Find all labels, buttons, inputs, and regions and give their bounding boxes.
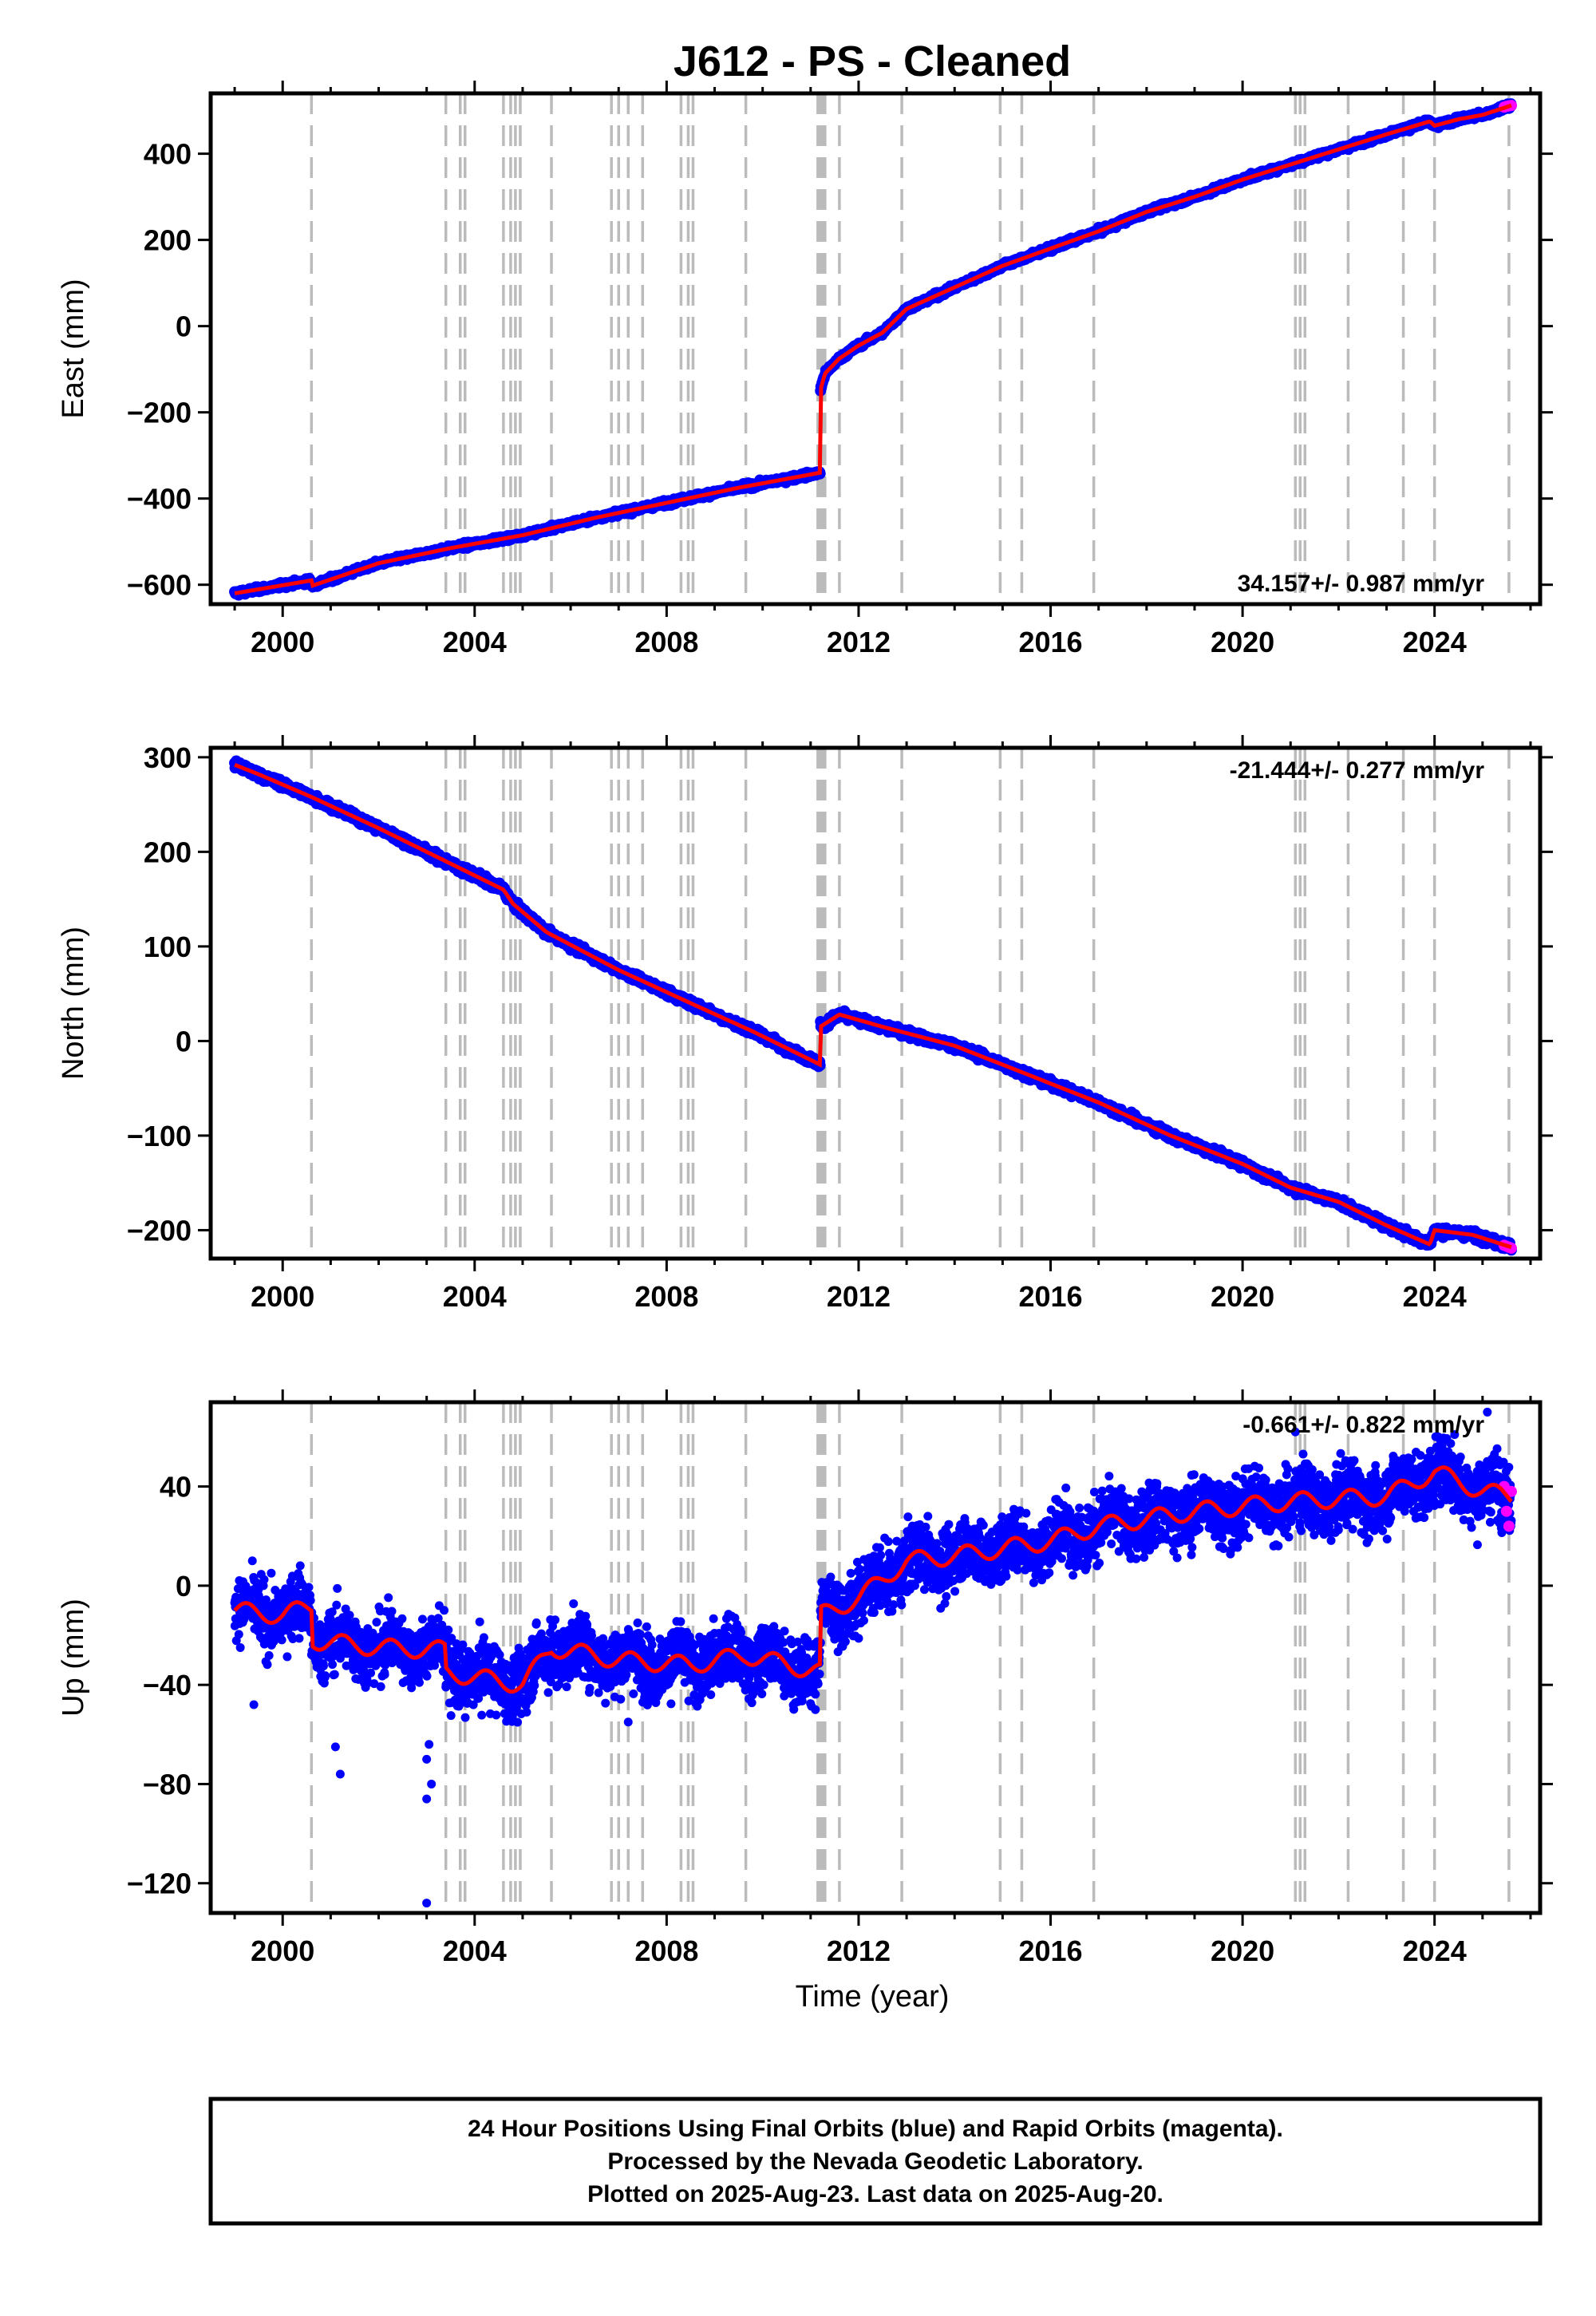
- y-tick-label: 400: [144, 138, 192, 171]
- plot-frame: [208, 91, 1543, 607]
- y-tick-label: 0: [176, 310, 192, 343]
- final-orbit-points: [229, 98, 1517, 601]
- x-tick-label: 2008: [634, 626, 698, 658]
- y-tick-label: −400: [127, 483, 192, 516]
- event-lines: [310, 748, 1511, 1259]
- figure-title: J612 - PS - Cleaned: [674, 38, 1071, 85]
- x-tick-label: 2024: [1403, 626, 1467, 658]
- y-axis-title: East (mm): [57, 279, 90, 418]
- y-tick-label: 200: [144, 224, 192, 257]
- final-orbit-points: [229, 755, 1517, 1256]
- velocity-label: 34.157+/- 0.987 mm/yr: [1238, 571, 1485, 597]
- x-tick-label: 2020: [1211, 626, 1274, 658]
- x-tick-label: 2000: [251, 626, 314, 658]
- north-panel: 2000 2004 2008 2012 2016 2020 2024−200−1000100…: [57, 735, 1553, 1313]
- model-fit-line: [234, 103, 1512, 595]
- x-tick-label: 2004: [443, 626, 507, 658]
- east-panel: 2000 2004 2008 2012 2016 2020 2024−600−400−200…: [57, 81, 1553, 658]
- y-tick-label: −200: [127, 397, 192, 429]
- y-tick-label: −600: [127, 569, 192, 602]
- event-lines: [310, 93, 1511, 604]
- x-tick-label: 2012: [827, 626, 891, 658]
- x-tick-label: 2016: [1018, 626, 1082, 658]
